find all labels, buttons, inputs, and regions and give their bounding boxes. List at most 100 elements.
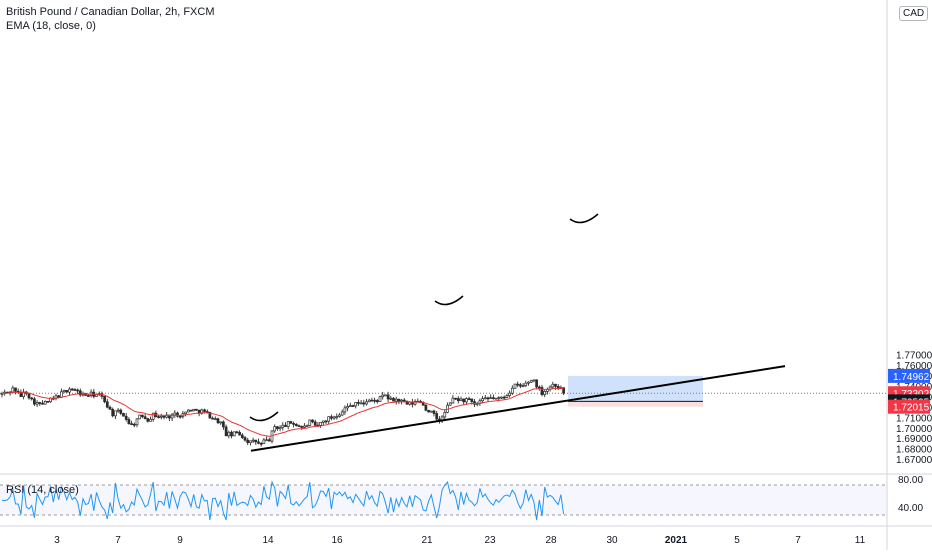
candle-body: [203, 409, 206, 412]
candle-body: [132, 423, 136, 426]
candle-body: [232, 431, 236, 437]
candle-body: [103, 396, 106, 403]
candle-body: [435, 413, 439, 420]
currency-label[interactable]: CAD: [899, 6, 929, 21]
candle-body: [321, 420, 325, 423]
candle-body: [505, 395, 509, 398]
candle-body: [524, 382, 528, 386]
candle-body: [516, 383, 520, 386]
time-tick: 30: [606, 535, 618, 546]
candle-body: [330, 416, 333, 419]
touch-arc: [434, 295, 464, 306]
candle-body: [397, 398, 401, 402]
candle-body: [375, 400, 379, 403]
rsi-line: [1, 480, 565, 521]
candle-body: [151, 412, 155, 420]
time-tick: 5: [734, 535, 740, 546]
ema-legend: EMA (18, close, 0): [6, 20, 96, 32]
candle-body: [19, 391, 23, 397]
time-tick: 7: [115, 535, 121, 546]
candle-body: [189, 409, 193, 412]
candle-body: [216, 418, 220, 424]
price-tick: 1.70000: [896, 424, 932, 435]
candle-body: [510, 387, 514, 394]
candle-body: [521, 385, 525, 387]
candle-body: [208, 411, 212, 419]
candle-body: [130, 423, 133, 426]
candle-body: [381, 394, 385, 398]
target-price-tag-bg: [888, 368, 930, 383]
candle-body: [427, 409, 430, 413]
candle-body: [297, 425, 301, 427]
candle-body: [284, 424, 287, 427]
candle-body: [14, 387, 17, 392]
candle-body: [357, 402, 360, 404]
candle-body: [141, 414, 144, 418]
candle-body: [273, 426, 277, 432]
candle-body: [551, 383, 555, 388]
stop-price-tag: 1.72015: [893, 403, 930, 414]
candle-body: [370, 399, 374, 402]
price-tick: 1.76000: [896, 361, 932, 372]
candle-body: [105, 401, 109, 408]
candle-body: [394, 398, 398, 402]
candle-body: [513, 383, 517, 389]
candle-body: [348, 405, 352, 407]
candle-body: [149, 419, 152, 422]
candle-body: [286, 421, 290, 427]
candle-body: [262, 439, 266, 444]
price-tick: 1.71000: [896, 413, 932, 424]
candle-body: [143, 416, 147, 419]
candle-body: [305, 425, 309, 427]
candle-body: [529, 380, 533, 383]
candle-body: [378, 396, 382, 403]
candle-body: [62, 390, 66, 393]
candle-body: [500, 396, 503, 399]
candle-body: [532, 379, 536, 382]
candle-body: [41, 402, 44, 405]
candle-body: [402, 399, 406, 402]
candle-body: [492, 397, 495, 399]
candle-body: [240, 434, 244, 438]
candle-body: [78, 390, 82, 396]
candle-body: [73, 389, 77, 391]
candle-body: [497, 397, 501, 399]
candle-body: [257, 441, 260, 444]
candle-body: [127, 419, 131, 425]
candle-body: [456, 398, 460, 402]
candle-body: [124, 415, 128, 420]
candle-body: [424, 404, 428, 411]
candle-body: [343, 407, 347, 413]
chart-title: British Pound / Canadian Dollar, 2h, FXC…: [6, 6, 215, 18]
candle-body: [489, 397, 493, 399]
candle-body: [108, 406, 112, 410]
candle-body: [362, 402, 366, 405]
candle-body: [313, 421, 317, 426]
candle-body: [292, 423, 295, 425]
candle-body: [186, 409, 190, 413]
candle-body: [254, 439, 258, 443]
candle-body: [365, 401, 368, 405]
loss-zone: [568, 401, 703, 407]
candle-body: [300, 426, 304, 428]
candle-body: [527, 381, 530, 384]
candle-body: [400, 399, 403, 402]
touch-arc: [249, 411, 279, 422]
candle-body: [481, 398, 484, 402]
candle-body: [0, 393, 4, 395]
candle-body: [384, 394, 387, 397]
candle-body: [462, 398, 466, 403]
touch-arc: [569, 213, 599, 224]
time-tick: 11: [855, 535, 866, 546]
candle-body: [319, 421, 322, 426]
candle-body: [176, 412, 179, 417]
candle-body: [227, 431, 231, 437]
price-tick: 1.77000: [896, 351, 932, 362]
candle-body: [432, 410, 436, 414]
candle-body: [46, 400, 50, 403]
candle-body: [537, 386, 541, 389]
candle-body: [38, 402, 42, 404]
candle-body: [351, 405, 355, 407]
candle-body: [454, 397, 457, 400]
